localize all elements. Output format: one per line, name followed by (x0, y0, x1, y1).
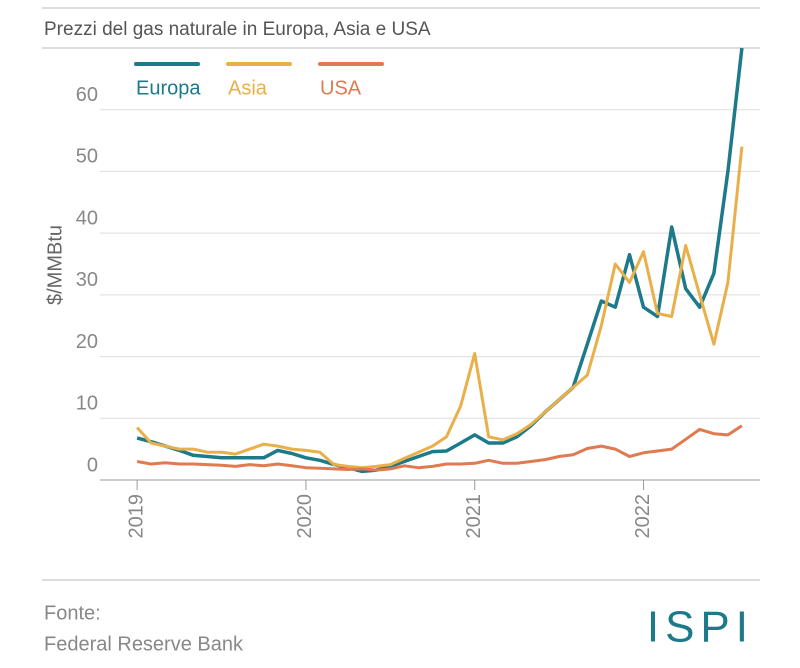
series-line (135, 146, 744, 470)
y-tick-label: 10 (76, 393, 98, 415)
series-line (136, 424, 743, 472)
source: Federal Reserve Bank (44, 633, 244, 655)
legend-label: Europa (136, 77, 201, 99)
source-label: Fonte: (44, 602, 101, 624)
legend-label: USA (320, 77, 362, 99)
y-tick-label: 40 (76, 207, 98, 229)
series-line (136, 47, 744, 474)
y-tick-label: 50 (76, 146, 98, 168)
chart-title: Prezzi del gas naturale in Europa, Asia … (44, 19, 431, 40)
y-tick-label: 60 (76, 84, 98, 106)
y-tick-label: 30 (76, 269, 98, 291)
x-tick-label: 2022 (632, 494, 654, 539)
x-tick-label: 2021 (463, 494, 485, 539)
x-tick-label: 2020 (294, 494, 316, 539)
y-tick-label: 20 (76, 331, 98, 353)
x-tick-label: 2019 (125, 494, 147, 539)
logo: ISPI (647, 603, 754, 652)
y-tick-label: 0 (87, 454, 98, 476)
y-axis-label: $/MMBtu (44, 225, 66, 305)
legend-label: Asia (228, 77, 268, 99)
